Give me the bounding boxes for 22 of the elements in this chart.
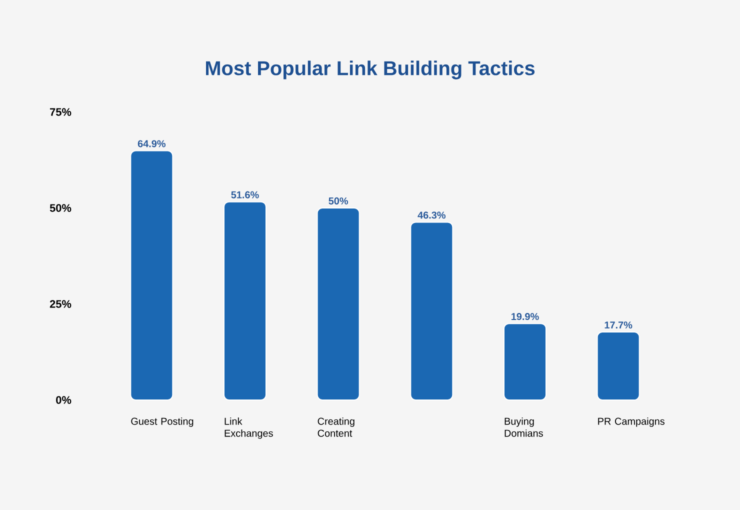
y-tick-label: 50%	[50, 204, 72, 212]
x-tick-label: Buying Domians	[504, 418, 543, 437]
bar	[316, 207, 360, 400]
data-label: 64.9%	[138, 140, 166, 148]
x-tick-label: Creating Content	[318, 418, 354, 437]
bar	[410, 222, 454, 400]
y-tick-label: 25%	[50, 300, 72, 308]
x-tick-label: Guest Posting	[131, 418, 194, 427]
data-label: 46.3%	[418, 212, 446, 219]
x-tick-label: PR Campaigns	[598, 418, 665, 427]
y-tick-label: 75%	[50, 108, 72, 116]
x-tick-label: Link Exchanges	[224, 418, 273, 439]
data-label: 17.7%	[604, 321, 632, 329]
data-label: 19.9%	[512, 313, 539, 320]
data-label: 50%	[328, 197, 348, 204]
bar	[504, 323, 547, 400]
chart-title: Most Popular Link Building Tactics	[206, 60, 535, 80]
bar	[224, 201, 266, 400]
data-label: 51.6%	[231, 191, 259, 198]
bar	[596, 332, 640, 400]
bar	[130, 150, 174, 400]
y-tick-label: 0%	[56, 396, 72, 404]
